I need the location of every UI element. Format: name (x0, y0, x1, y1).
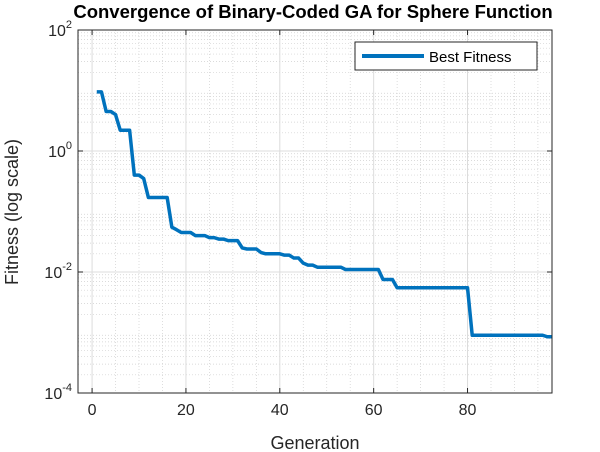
series-line-best-fitness (96, 90, 552, 339)
legend: Best Fitness (354, 41, 538, 71)
x-tick-label: 80 (459, 402, 477, 419)
chart-title: Convergence of Binary-Coded GA for Spher… (73, 1, 552, 22)
y-tick-label: 100 (48, 140, 72, 161)
y-tick-label: 102 (48, 19, 72, 40)
x-tick-label: 40 (271, 402, 289, 419)
y-tick-label: 10-4 (44, 382, 72, 403)
x-axis: 0 20 40 60 80 (88, 30, 477, 419)
x-tick-label: 20 (177, 402, 195, 419)
minor-grid (78, 30, 552, 393)
x-tick-label: 60 (365, 402, 383, 419)
legend-label-best-fitness: Best Fitness (429, 49, 512, 66)
x-tick-label: 0 (88, 402, 97, 419)
y-axis: 10-4 10-2 100 102 (44, 19, 552, 403)
y-axis-label: Fitness (log scale) (2, 139, 22, 285)
y-tick-label: 10-2 (44, 261, 72, 282)
x-axis-label: Generation (270, 433, 359, 452)
series-layer (96, 90, 552, 339)
plot-frame (77, 29, 553, 394)
